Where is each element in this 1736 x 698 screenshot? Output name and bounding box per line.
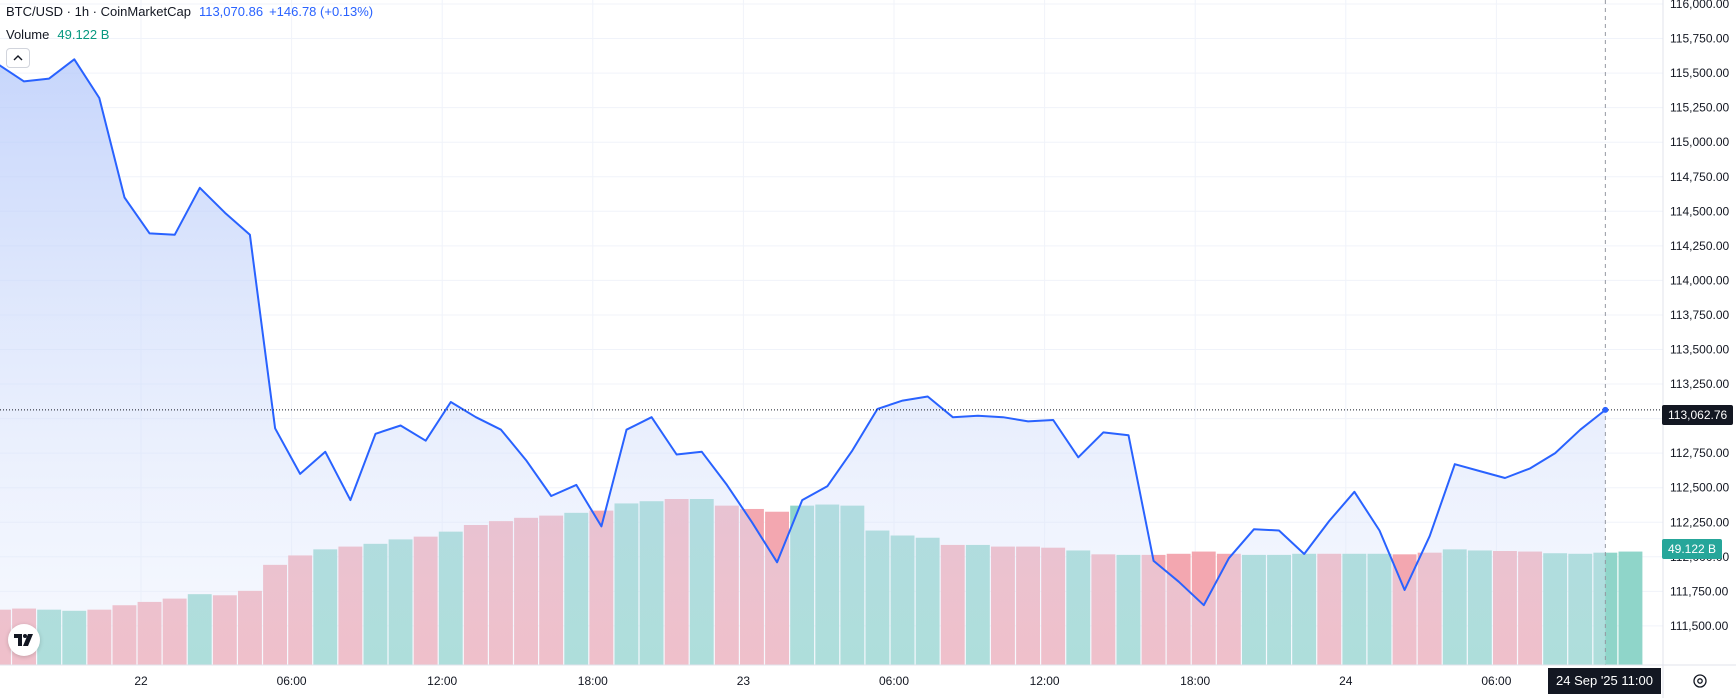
legend-volume-row: Volume 49.122 B (6, 27, 109, 42)
volume-value: 49.122 B (57, 27, 110, 42)
y-tick-label: 114,250.00 (1670, 239, 1729, 253)
x-tick-label: 22 (134, 674, 148, 688)
x-tick-label: 12:00 (1030, 674, 1060, 688)
x-tick-label: 23 (737, 674, 751, 688)
y-tick-label: 111,500.00 (1670, 619, 1729, 633)
y-tick-label: 115,000.00 (1670, 135, 1729, 149)
y-tick-label: 112,750.00 (1670, 446, 1729, 460)
y-tick-label: 114,750.00 (1670, 170, 1729, 184)
last-price-value: 113,070.86 (198, 4, 264, 19)
time-axis[interactable]: 02206:0012:0018:002306:0012:0018:002406:… (0, 664, 1736, 688)
volume-tag: 49.122 B (1662, 539, 1723, 559)
y-tick-label: 115,750.00 (1670, 32, 1729, 46)
price-change-value: +146.78 (+0.13%) (269, 4, 374, 19)
y-tick-label: 116,000.00 (1670, 0, 1729, 11)
price-line (0, 58, 1607, 607)
x-tick-label: 12:00 (427, 674, 457, 688)
volume-bar (1618, 551, 1643, 665)
y-tick-label: 111,750.00 (1670, 584, 1729, 598)
y-tick-label: 112,250.00 (1670, 515, 1729, 529)
price-axis[interactable]: 111,500.00111,750.00112,000.00112,250.00… (1662, 0, 1729, 698)
y-tick-label: 113,750.00 (1670, 308, 1729, 322)
y-tick-label: 115,500.00 (1670, 66, 1729, 80)
y-tick-label: 114,500.00 (1670, 204, 1729, 218)
last-price-dot (1602, 406, 1609, 413)
gear-icon[interactable] (1690, 671, 1710, 691)
volume-label[interactable]: Volume (6, 27, 50, 42)
crosshair-lines (0, 0, 1663, 665)
chevron-up-icon (13, 55, 23, 61)
symbol-title[interactable]: BTC/USD · 1h · CoinMarketCap (6, 4, 191, 19)
y-tick-label: 114,000.00 (1670, 273, 1729, 287)
tradingview-logo-icon[interactable] (8, 624, 40, 656)
last-price-tag: 113,062.76 (1662, 405, 1734, 425)
crosshair-date-tag: 24 Sep '25 11:00 (1548, 668, 1661, 694)
x-tick-label: 18:00 (1180, 674, 1210, 688)
y-tick-label: 112,500.00 (1670, 481, 1729, 495)
y-tick-label: 113,500.00 (1670, 343, 1729, 357)
price-area-fill (0, 59, 1606, 665)
collapse-legend-button[interactable] (6, 48, 30, 68)
legend-symbol-row: BTC/USD · 1h · CoinMarketCap 113,070.86 +1… (6, 4, 373, 19)
price-area (0, 58, 1607, 665)
x-tick-label: 06:00 (277, 674, 307, 688)
x-tick-label: 06:00 (879, 674, 909, 688)
y-tick-label: 115,250.00 (1670, 101, 1729, 115)
tradingview-logo-glyph (14, 634, 33, 646)
x-tick-label: 18:00 (578, 674, 608, 688)
x-tick-label: 06:00 (1481, 674, 1511, 688)
x-tick-label: 24 (1339, 674, 1353, 688)
y-tick-label: 113,250.00 (1670, 377, 1729, 391)
